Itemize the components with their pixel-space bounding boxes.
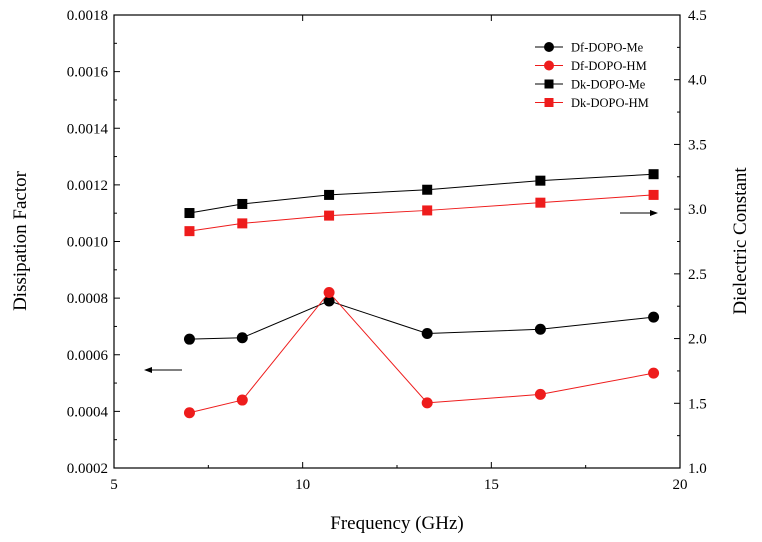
legend-marker xyxy=(544,98,554,107)
data-point xyxy=(648,367,660,379)
y-left-tick-label: 0.0012 xyxy=(67,178,108,194)
data-point xyxy=(324,189,335,200)
data-point xyxy=(422,184,433,195)
data-point xyxy=(323,295,335,307)
legend-item: Df-DOPO-HM xyxy=(535,59,647,73)
legend-marker xyxy=(544,79,554,89)
legend-item: Dk-DOPO-HM xyxy=(535,96,649,110)
left-arrow-head xyxy=(144,367,152,373)
y-right-tick-label: 4.0 xyxy=(688,73,707,89)
y-right-tick-label: 1.0 xyxy=(688,461,707,477)
series-line xyxy=(189,194,654,232)
x-tick-label: 10 xyxy=(295,477,310,493)
y-right-tick-label: 2.5 xyxy=(688,267,707,283)
data-point xyxy=(236,394,248,406)
data-point xyxy=(236,332,248,344)
legend-item: Df-DOPO-Me xyxy=(535,41,644,55)
legend-label: Dk-DOPO-HM xyxy=(571,96,649,110)
legend-label: Dk-DOPO-Me xyxy=(571,78,646,92)
data-point xyxy=(421,397,433,409)
data-point xyxy=(183,407,195,419)
y-axis-right-title: Dielectric Constant xyxy=(730,167,751,315)
data-point xyxy=(648,169,659,180)
data-point xyxy=(237,218,248,229)
chart-axes: 5 10 15 20 0.0002 0.0004 0.0006 0.0008 0.0010 0.0… xyxy=(67,8,707,493)
series-dk-dopo-me xyxy=(184,169,659,219)
data-point xyxy=(534,388,546,400)
y-left-tick-label: 0.0002 xyxy=(67,461,108,477)
x-axis-title: Frequency (GHz) xyxy=(330,513,463,534)
legend-item: Dk-DOPO-Me xyxy=(535,78,646,92)
data-point xyxy=(535,197,546,208)
data-point xyxy=(237,198,248,209)
data-point xyxy=(184,208,195,219)
chart-series-layer xyxy=(183,169,660,419)
series-dk-dopo-hm xyxy=(184,189,659,237)
x-tick-label: 5 xyxy=(110,477,118,493)
x-tick-label: 15 xyxy=(484,477,499,493)
y-right-tick-label: 3.0 xyxy=(688,202,707,218)
y-left-tick-label: 0.0006 xyxy=(67,348,109,364)
series-df-dopo-me xyxy=(183,295,660,345)
axis-arrows xyxy=(144,210,658,373)
y-left-tick-label: 0.0004 xyxy=(67,404,109,420)
data-point xyxy=(534,323,546,335)
data-point xyxy=(648,311,660,323)
data-point xyxy=(184,226,195,237)
legend-marker xyxy=(544,42,554,52)
data-point xyxy=(422,205,433,216)
y-right-tick-label: 2.0 xyxy=(688,332,707,348)
series-line xyxy=(189,291,654,414)
right-arrow-head xyxy=(650,210,658,216)
y-left-tick-label: 0.0008 xyxy=(67,291,108,307)
data-point xyxy=(535,175,546,186)
series-line xyxy=(189,300,654,340)
legend-label: Df-DOPO-HM xyxy=(571,59,647,73)
legend-label: Df-DOPO-Me xyxy=(571,41,644,55)
y-left-tick-label: 0.0018 xyxy=(67,8,108,24)
data-point xyxy=(648,189,659,200)
y-right-tick-label: 4.5 xyxy=(688,8,707,24)
y-left-tick-label: 0.0016 xyxy=(67,65,109,81)
y-left-tick-label: 0.0014 xyxy=(67,121,109,137)
x-tick-label: 20 xyxy=(673,477,688,493)
series-df-dopo-hm xyxy=(183,286,660,419)
chart-legend: Df-DOPO-Me Df-DOPO-HM Dk-DOPO-Me Dk-DOPO-HM xyxy=(535,41,649,110)
y-right-tick-label: 3.5 xyxy=(688,137,707,153)
legend-marker xyxy=(544,60,554,71)
data-point xyxy=(324,210,335,221)
series-line xyxy=(189,173,654,214)
y-left-tick-label: 0.0010 xyxy=(67,235,108,251)
data-point xyxy=(323,286,335,298)
y-right-tick-label: 1.5 xyxy=(688,396,707,412)
data-point xyxy=(421,328,433,340)
data-point xyxy=(183,333,195,345)
y-axis-left-title: Dissipation Factor xyxy=(10,170,31,311)
